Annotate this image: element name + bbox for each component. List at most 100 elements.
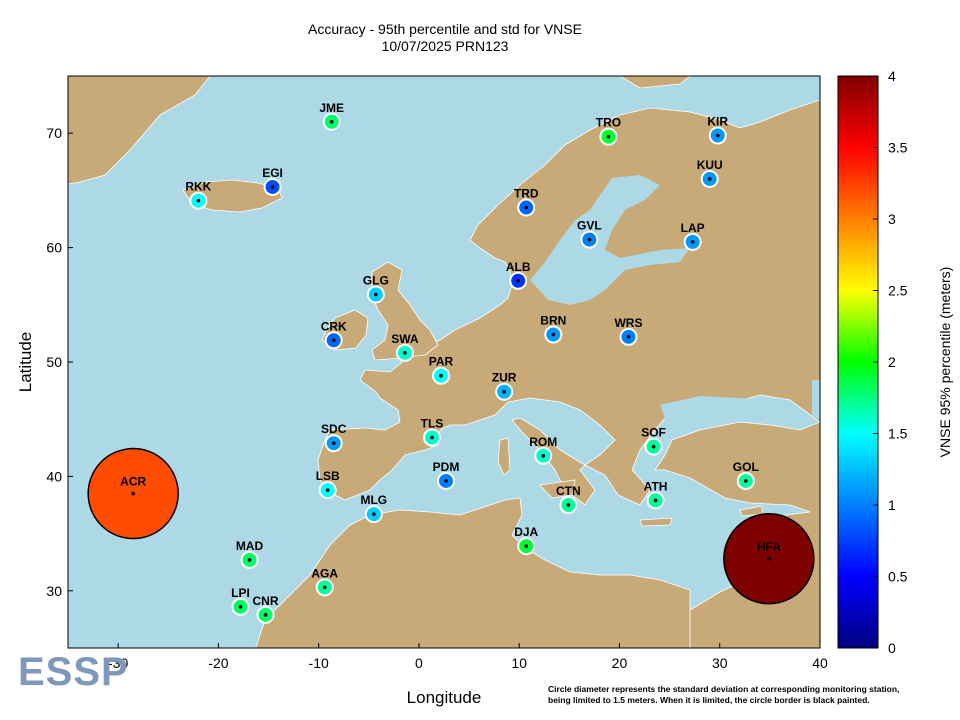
station-label: EGI: [262, 166, 283, 180]
station-label: WRS: [614, 316, 642, 330]
station-label: LPI: [231, 586, 250, 600]
station-hfa[interactable]: HFA: [723, 513, 815, 605]
station-acr[interactable]: ACR: [87, 447, 179, 540]
station-label: ROM: [529, 435, 557, 449]
station-tls[interactable]: TLS: [421, 417, 444, 447]
station-gvl[interactable]: GVL: [577, 219, 602, 249]
x-tick-label: 10: [511, 655, 527, 671]
colorbar-tick-label: 2: [888, 354, 896, 370]
black-sea: [660, 396, 795, 432]
station-crk[interactable]: CRK: [321, 319, 347, 350]
station-dot: [707, 177, 712, 181]
x-tick-label: 20: [612, 655, 628, 671]
station-dot: [325, 488, 330, 492]
essp-logo: ESSP: [18, 650, 129, 694]
station-par[interactable]: PAR: [429, 355, 454, 385]
station-dja[interactable]: DJA: [514, 525, 539, 556]
station-dot: [551, 332, 556, 337]
station-label: PAR: [429, 355, 454, 369]
y-axis-title: Latitude: [16, 332, 35, 393]
station-aga[interactable]: AGA: [311, 566, 338, 597]
baltic-sea: [530, 175, 690, 305]
station-wrs[interactable]: WRS: [614, 316, 642, 346]
y-tick-label: 40: [46, 468, 62, 484]
station-swa[interactable]: SWA: [391, 332, 419, 362]
land-masses: [68, 76, 820, 648]
colorbar-tick-label: 3: [888, 211, 896, 227]
chart-subtitle: 10/07/2025 PRN123: [381, 38, 509, 54]
colorbar: [837, 75, 879, 649]
x-tick-label: 30: [712, 655, 728, 671]
station-zur[interactable]: ZUR: [492, 371, 517, 401]
colorbar-tick-label: 1.5: [888, 426, 908, 442]
station-jme[interactable]: JME: [319, 101, 344, 131]
station-dot: [541, 454, 546, 458]
crete: [639, 517, 673, 527]
station-label: MLG: [360, 493, 387, 507]
station-dot: [690, 240, 695, 244]
colorbar-tick-label: 0.5: [888, 569, 908, 585]
footnote-line-1: Circle diameter represents the standard …: [548, 684, 900, 694]
stations-layer: JME TRO KIR EGI RKK KUU TRD GVL LAP ALB GLG BRN WRS C…: [87, 101, 815, 624]
station-label: TLS: [421, 417, 444, 431]
station-dot: [372, 512, 376, 516]
x-tick-label: 0: [415, 655, 423, 671]
station-lap[interactable]: LAP: [681, 221, 705, 251]
station-label: RKK: [185, 180, 211, 194]
station-alb[interactable]: ALB: [506, 260, 531, 290]
station-trd[interactable]: TRD: [514, 187, 539, 217]
station-label: TRO: [596, 116, 621, 130]
svalbard: [619, 76, 691, 89]
station-label: SWA: [391, 332, 419, 346]
station-mlg[interactable]: MLG: [360, 493, 387, 524]
station-dot: [651, 444, 656, 449]
colorbar-tick-label: 4: [888, 68, 896, 84]
x-tick-label: -10: [309, 655, 329, 671]
station-label: ZUR: [492, 371, 517, 385]
station-brn[interactable]: BRN: [540, 314, 566, 344]
footnote: Circle diameter represents the standard …: [548, 684, 958, 706]
station-label: GVL: [577, 219, 602, 233]
station-dot: [524, 205, 529, 210]
station-label: ACR: [120, 475, 146, 489]
station-sof[interactable]: SOF: [641, 426, 666, 456]
station-sdc[interactable]: SDC: [321, 422, 347, 453]
iceland: [182, 179, 283, 213]
station-gol[interactable]: GOL: [733, 460, 759, 490]
station-lpi[interactable]: LPI: [231, 586, 250, 616]
north-africa: [255, 497, 691, 648]
inner-seas: [530, 175, 820, 432]
station-dot: [238, 605, 243, 609]
station-dot: [270, 185, 275, 189]
station-label: KUU: [697, 158, 723, 172]
x-axis-title: Longitude: [407, 688, 482, 707]
station-dot: [524, 544, 529, 548]
x-axis: -30 -20 -10 0 10 20 30 40: [108, 643, 828, 671]
station-dot: [329, 119, 334, 124]
station-ctn[interactable]: CTN: [556, 484, 581, 514]
station-label: PDM: [433, 460, 460, 474]
station-mad[interactable]: MAD: [236, 539, 264, 569]
x-tick-label: 40: [812, 655, 828, 671]
station-dot: [744, 479, 748, 483]
station-dot: [566, 503, 571, 507]
x-tick-label: -30: [108, 655, 128, 671]
station-kuu[interactable]: KUU: [697, 158, 723, 188]
station-ath[interactable]: ATH: [644, 479, 668, 510]
station-kir[interactable]: KIR: [707, 114, 728, 145]
station-pdm[interactable]: PDM: [433, 460, 460, 490]
station-tro[interactable]: TRO: [596, 116, 621, 146]
station-egi[interactable]: EGI: [262, 166, 283, 196]
station-lsb[interactable]: LSB: [316, 469, 340, 500]
station-rkk[interactable]: RKK: [185, 180, 212, 210]
station-label: CTN: [556, 484, 581, 498]
station-dot: [322, 585, 327, 590]
station-dot: [430, 435, 434, 440]
y-axis: 30 40 50 60 70: [46, 125, 73, 599]
y-tick-label: 50: [46, 354, 62, 370]
colorbar-tick-label: 3.5: [888, 140, 908, 156]
station-rom[interactable]: ROM: [529, 435, 557, 465]
station-glg[interactable]: GLG: [363, 274, 389, 304]
station-cnr[interactable]: CNR: [253, 594, 279, 624]
